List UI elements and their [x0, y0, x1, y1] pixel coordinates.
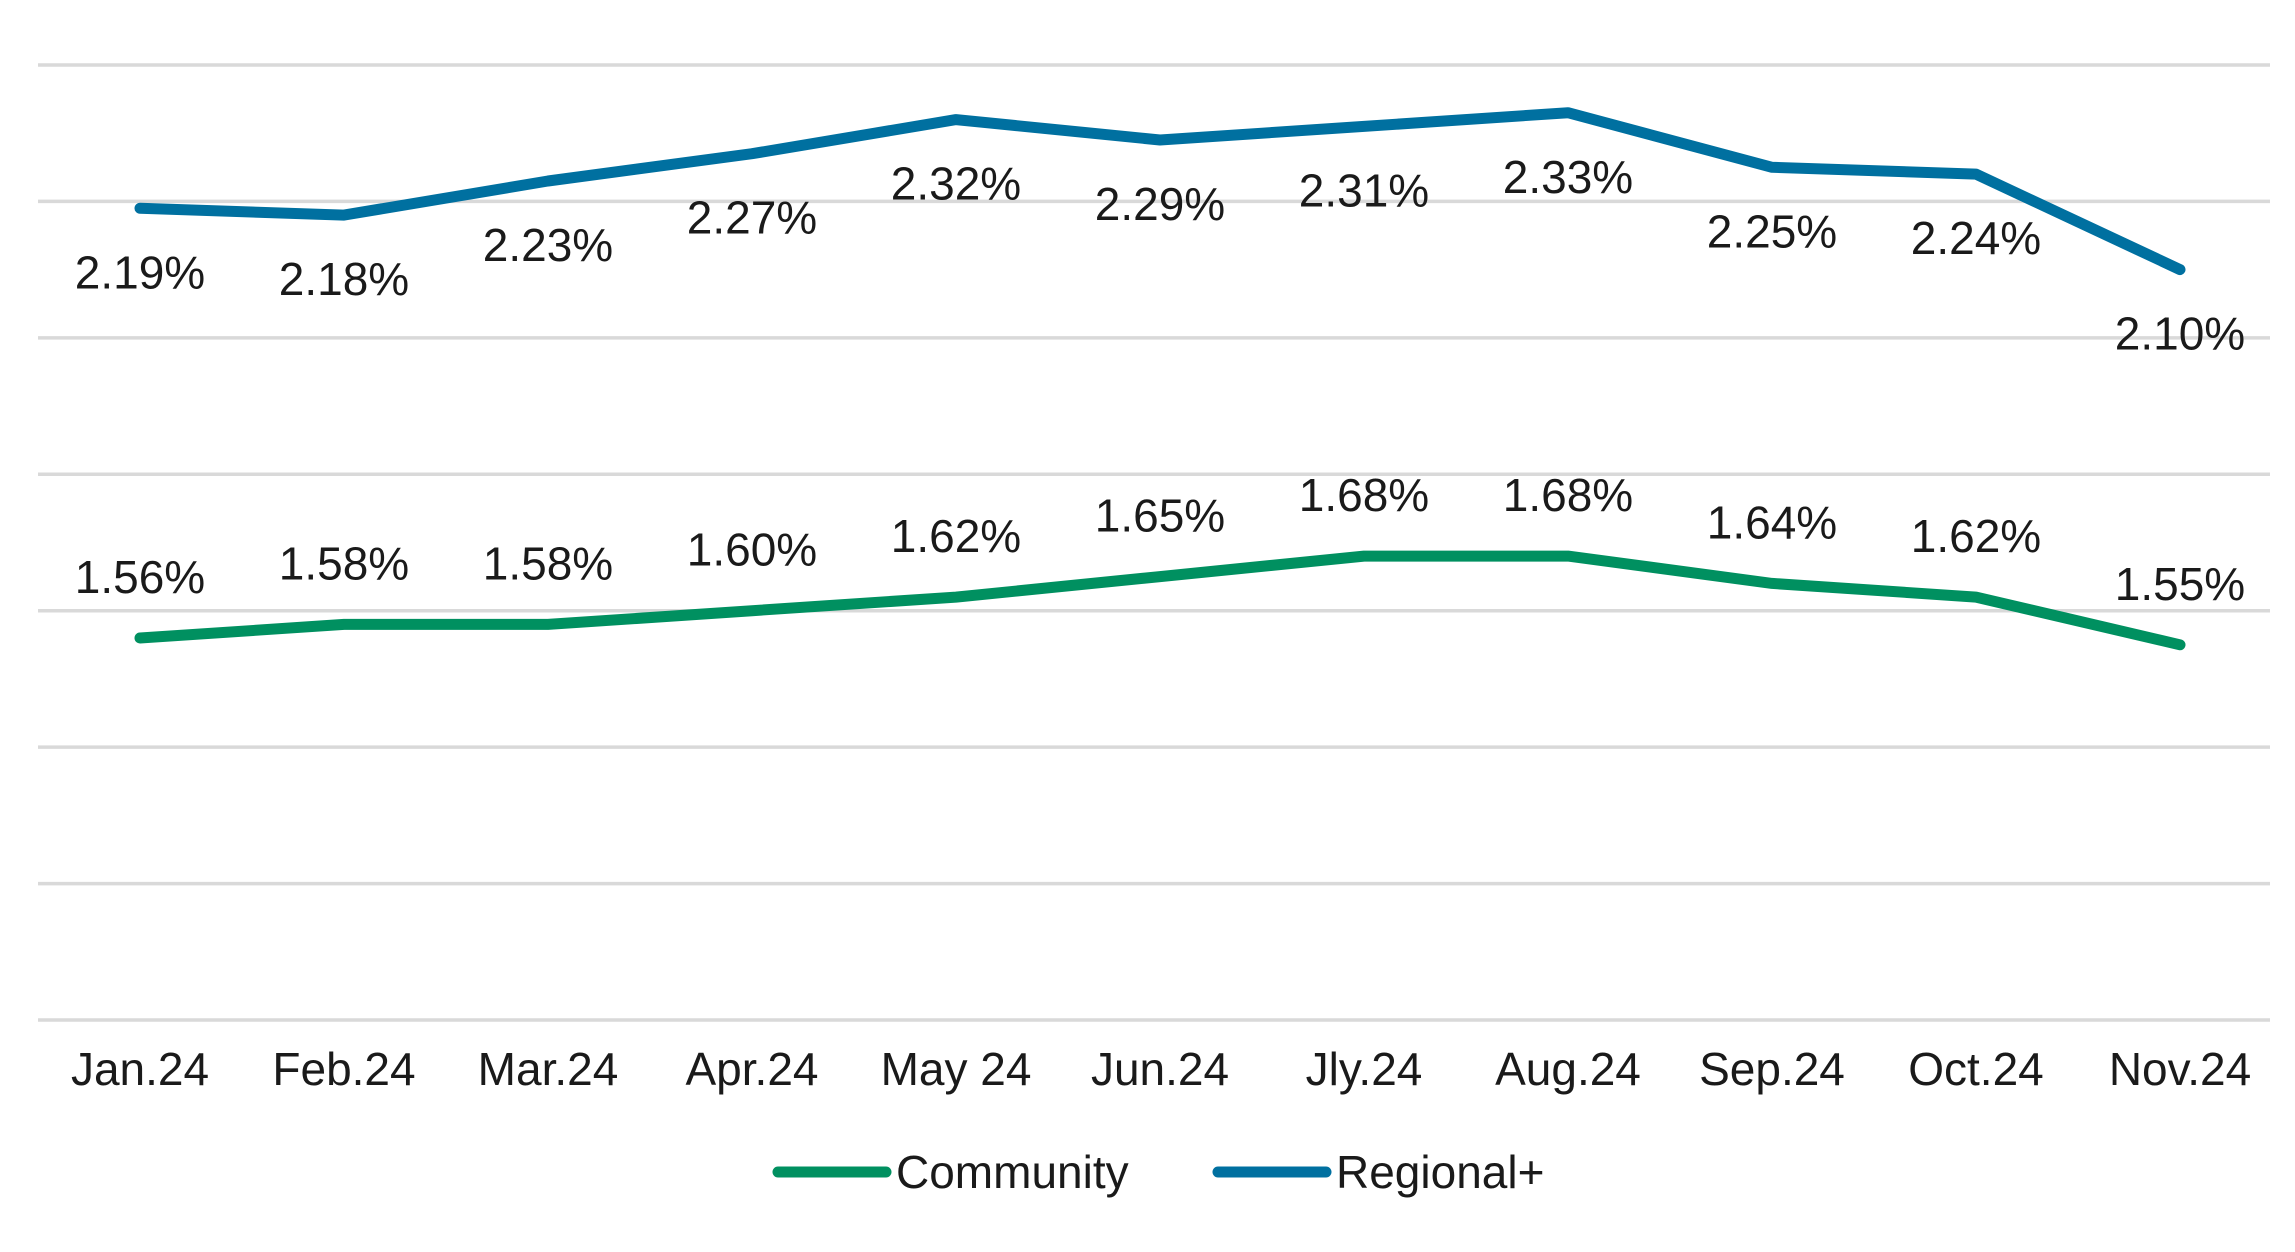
x-axis: Jan.24 Feb.24 Mar.24 Apr.24 May 24 Jun.24 Jly.… — [71, 1043, 2251, 1095]
series-line-community — [134, 550, 2186, 651]
data-label: 1.62% — [1911, 510, 2041, 562]
x-tick-label: Jan.24 — [71, 1043, 209, 1095]
x-tick-label: Oct.24 — [1908, 1043, 2044, 1095]
data-label: 1.64% — [1707, 496, 1837, 548]
x-tick-label: Apr.24 — [686, 1043, 819, 1095]
data-label: 2.25% — [1707, 205, 1837, 257]
legend-label: Community — [896, 1146, 1129, 1198]
data-label: 1.68% — [1503, 469, 1633, 521]
x-tick-label: Mar.24 — [478, 1043, 619, 1095]
data-label: 2.27% — [687, 192, 817, 244]
series-line-regional- — [134, 107, 2186, 276]
data-label: 2.31% — [1299, 164, 1429, 216]
data-label: 2.18% — [279, 253, 409, 305]
data-label: 2.29% — [1095, 178, 1225, 230]
series-lines — [134, 107, 2186, 651]
x-tick-label: Jun.24 — [1091, 1043, 1229, 1095]
x-tick-label: Feb.24 — [272, 1043, 415, 1095]
data-label: 1.58% — [483, 537, 613, 589]
legend: Community Regional+ — [772, 1146, 1544, 1198]
data-label: 1.58% — [279, 537, 409, 589]
data-label: 1.56% — [75, 551, 205, 603]
data-label: 2.10% — [2115, 308, 2245, 360]
data-label: 2.19% — [75, 246, 205, 298]
x-tick-label: May 24 — [881, 1043, 1032, 1095]
data-label: 1.68% — [1299, 469, 1429, 521]
data-label: 1.62% — [891, 510, 1021, 562]
data-labels: 1.56% 1.58% 1.58% 1.60% 1.62% 1.65% 1.68% 1.68%… — [75, 151, 2245, 610]
legend-label: Regional+ — [1336, 1146, 1544, 1198]
data-label: 1.55% — [2115, 558, 2245, 610]
data-label: 1.65% — [1095, 490, 1225, 542]
x-tick-label: Nov.24 — [2109, 1043, 2251, 1095]
x-tick-label: Jly.24 — [1306, 1043, 1423, 1095]
data-label: 2.32% — [891, 158, 1021, 210]
x-tick-label: Aug.24 — [1495, 1043, 1641, 1095]
data-label: 2.23% — [483, 219, 613, 271]
x-tick-label: Sep.24 — [1699, 1043, 1845, 1095]
data-label: 2.24% — [1911, 212, 2041, 264]
data-label: 2.33% — [1503, 151, 1633, 203]
data-label: 1.60% — [687, 524, 817, 576]
